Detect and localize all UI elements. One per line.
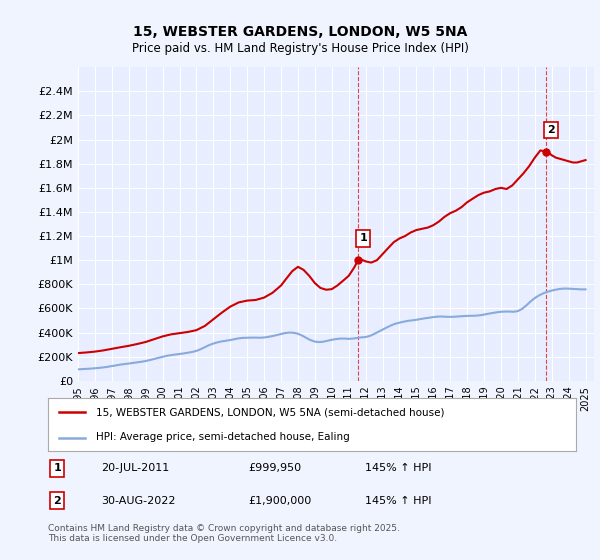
- Text: £1,900,000: £1,900,000: [248, 496, 312, 506]
- Text: 20-JUL-2011: 20-JUL-2011: [101, 463, 169, 473]
- Text: 145% ↑ HPI: 145% ↑ HPI: [365, 463, 431, 473]
- Text: 30-AUG-2022: 30-AUG-2022: [101, 496, 175, 506]
- Text: £999,950: £999,950: [248, 463, 302, 473]
- Text: 1: 1: [359, 234, 367, 244]
- Text: Contains HM Land Registry data © Crown copyright and database right 2025.
This d: Contains HM Land Registry data © Crown c…: [48, 524, 400, 543]
- Text: 15, WEBSTER GARDENS, LONDON, W5 5NA: 15, WEBSTER GARDENS, LONDON, W5 5NA: [133, 25, 467, 39]
- Text: HPI: Average price, semi-detached house, Ealing: HPI: Average price, semi-detached house,…: [95, 432, 349, 442]
- Text: 2: 2: [53, 496, 61, 506]
- Text: 1: 1: [53, 463, 61, 473]
- Text: 15, WEBSTER GARDENS, LONDON, W5 5NA (semi-detached house): 15, WEBSTER GARDENS, LONDON, W5 5NA (sem…: [95, 408, 444, 418]
- Text: 145% ↑ HPI: 145% ↑ HPI: [365, 496, 431, 506]
- Text: 2: 2: [547, 125, 555, 135]
- Text: Price paid vs. HM Land Registry's House Price Index (HPI): Price paid vs. HM Land Registry's House …: [131, 42, 469, 55]
